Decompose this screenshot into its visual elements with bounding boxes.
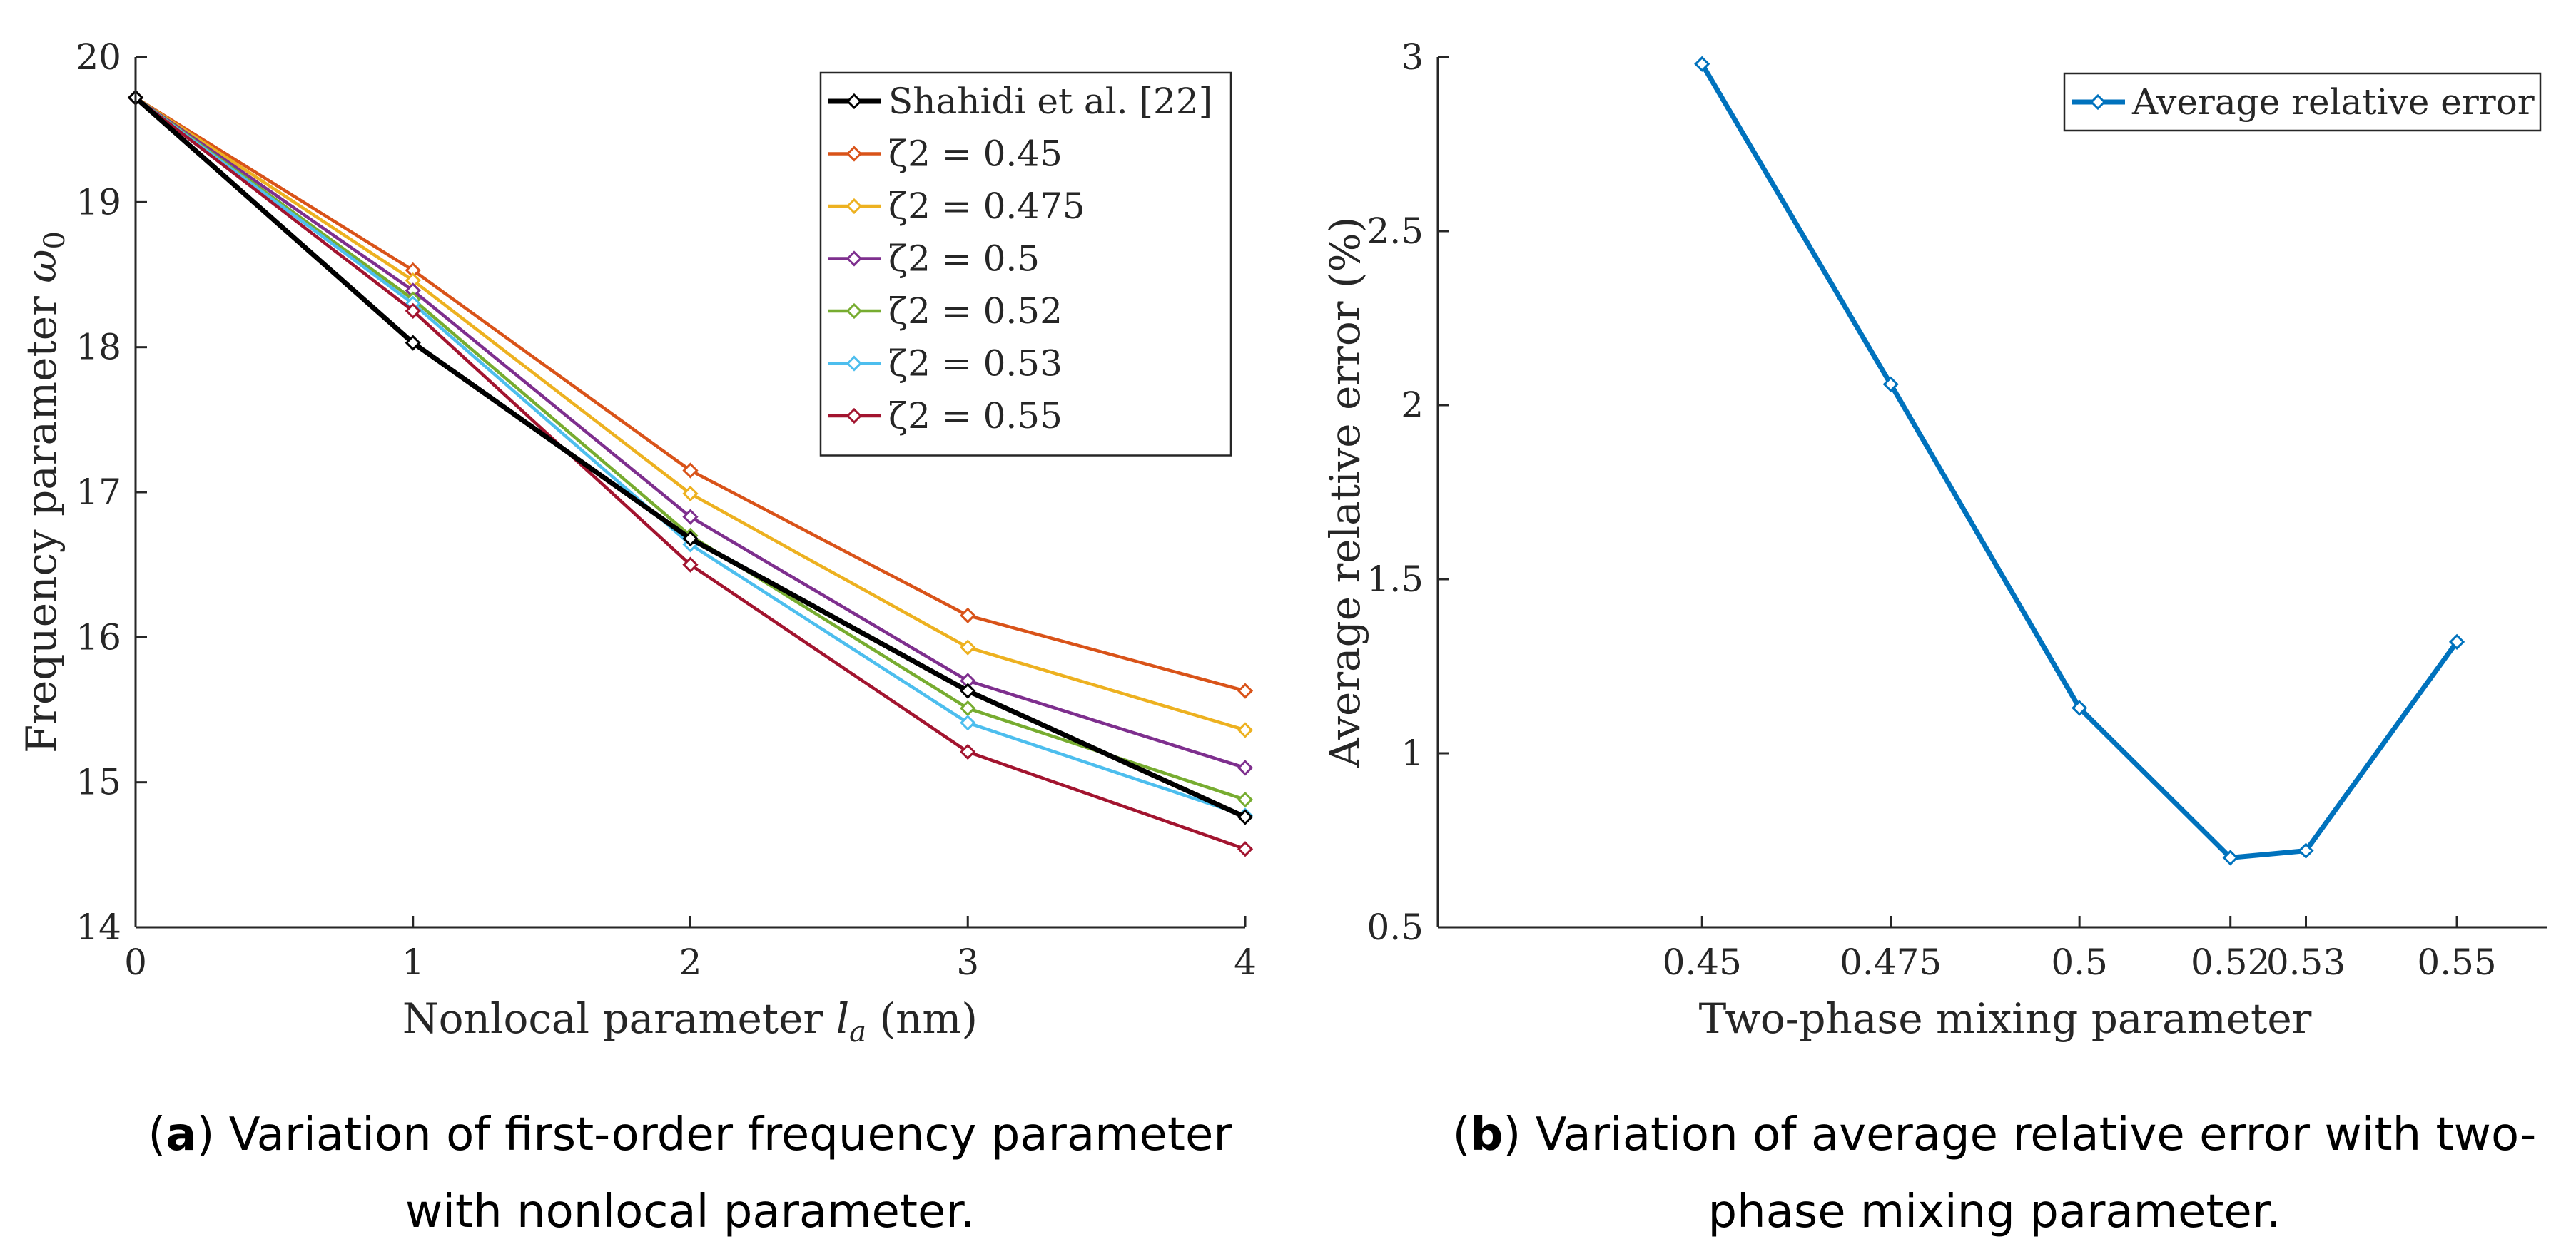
x-tick-label: 0.475 bbox=[1840, 942, 1942, 983]
x-tick-label: 3 bbox=[956, 942, 979, 983]
x-tick-label: 0.5 bbox=[2051, 942, 2108, 983]
panel-b-y-tick-labels: 0.5 1 1.5 2 2.5 3 bbox=[1366, 36, 1424, 948]
data-point bbox=[682, 509, 699, 525]
data-point bbox=[405, 335, 421, 351]
caption-b-letter: b bbox=[1471, 1108, 1503, 1161]
legend-entry: Average relative error bbox=[2131, 81, 2535, 123]
legend-marker bbox=[846, 250, 863, 267]
panel-a-legend: Shahidi et al. [22] ζ2 = 0.45 ζ2 = 0.475 ζ2… bbox=[819, 71, 1232, 457]
legend-marker bbox=[846, 198, 863, 215]
data-point bbox=[1237, 683, 1254, 699]
y-tick-label: 17 bbox=[76, 472, 121, 513]
data-point bbox=[1237, 722, 1254, 738]
panel-a-chart: 0 1 2 3 4 14 15 16 17 18 19 20 Nonlocal parameter … bbox=[17, 36, 1257, 1049]
legend-box bbox=[2063, 72, 2542, 132]
data-point bbox=[1237, 791, 1254, 808]
legend-entry: ζ2 = 0.475 bbox=[888, 185, 1085, 227]
legend-entry: ζ2 = 0.55 bbox=[888, 395, 1063, 437]
y-tick-label: 19 bbox=[76, 181, 121, 223]
data-point bbox=[682, 462, 699, 479]
y-tick-label: 2.5 bbox=[1366, 210, 1424, 252]
y-tick-label: 14 bbox=[76, 907, 121, 948]
x-tick-label: 1 bbox=[402, 942, 425, 983]
x-tick-label: 0.55 bbox=[2417, 942, 2496, 983]
legend-marker bbox=[846, 93, 863, 110]
y-tick-label: 0.5 bbox=[1366, 907, 1424, 948]
legend-marker bbox=[846, 407, 863, 424]
legend-entry: ζ2 = 0.5 bbox=[888, 238, 1040, 280]
panel-b-chart: 0.45 0.475 0.5 0.520.53 0.55 0.5 1 1.5 2 2.5 3 Tw… bbox=[1321, 36, 2547, 1043]
x-tick-label: 0.45 bbox=[1663, 942, 1742, 983]
panel-b-x-axis-label: Two-phase mixing parameter bbox=[1699, 994, 2312, 1043]
data-point bbox=[960, 715, 976, 731]
y-tick-label: 18 bbox=[76, 327, 121, 368]
legend-marker bbox=[846, 146, 863, 162]
x-tick-label: 0.52 bbox=[2191, 942, 2270, 983]
data-point bbox=[1237, 841, 1254, 857]
y-tick-label: 2 bbox=[1401, 384, 1424, 426]
data-point bbox=[2448, 633, 2465, 650]
panel-b-x-tick-labels: 0.45 0.475 0.5 0.520.53 0.55 bbox=[1663, 942, 2497, 983]
panel-b-series bbox=[1694, 56, 2465, 866]
legend-entry: Shahidi et al. [22] bbox=[888, 81, 1212, 122]
caption-b-line2: phase mixing parameter. bbox=[1708, 1186, 2281, 1238]
y-tick-label: 3 bbox=[1401, 36, 1424, 78]
data-point bbox=[960, 683, 976, 699]
panel-a-y-axis-label: Frequency parameter ω0 bbox=[17, 231, 71, 753]
caption-a-letter: a bbox=[166, 1108, 196, 1161]
data-point bbox=[960, 700, 976, 717]
caption-b-line1: (b) Variation of average relative error … bbox=[1453, 1108, 2537, 1161]
y-tick-label: 1 bbox=[1401, 733, 1424, 774]
data-point bbox=[1882, 376, 1899, 392]
panel-b-plot-area bbox=[1438, 57, 2547, 927]
data-point bbox=[960, 607, 976, 623]
x-tick-label: 0.53 bbox=[2266, 942, 2346, 983]
data-point bbox=[682, 530, 699, 547]
data-point bbox=[682, 556, 699, 573]
x-tick-label: 2 bbox=[679, 942, 702, 983]
data-point bbox=[405, 302, 421, 319]
data-point bbox=[2298, 842, 2314, 859]
y-tick-label: 16 bbox=[76, 616, 121, 658]
series-line bbox=[1700, 62, 2459, 860]
caption-a-line1: (a) Variation of first-order frequency p… bbox=[148, 1108, 1232, 1161]
panel-a-ticks bbox=[134, 56, 1247, 929]
data-point bbox=[1237, 760, 1254, 776]
x-tick-label: 4 bbox=[1234, 942, 1257, 983]
y-tick-label: 20 bbox=[76, 36, 121, 78]
caption-a-text: Variation of first-order frequency param… bbox=[214, 1108, 1232, 1161]
data-point bbox=[2222, 850, 2238, 866]
legend-marker bbox=[2089, 93, 2106, 111]
data-point bbox=[1237, 809, 1254, 825]
caption-b-text: Variation of average relative error with… bbox=[1521, 1108, 2536, 1161]
data-point bbox=[682, 485, 699, 502]
panel-b-y-axis-label: Average relative error (%) bbox=[1321, 217, 1369, 769]
panel-a-x-tick-labels: 0 1 2 3 4 bbox=[124, 942, 1257, 983]
data-point bbox=[1694, 56, 1710, 72]
legend-marker bbox=[846, 355, 863, 372]
legend-marker bbox=[846, 302, 863, 320]
caption-a-line2: with nonlocal parameter. bbox=[405, 1186, 975, 1238]
panel-a-y-tick-labels: 14 15 16 17 18 19 20 bbox=[76, 36, 121, 948]
data-point bbox=[960, 639, 976, 656]
legend-entry: ζ2 = 0.45 bbox=[888, 133, 1063, 175]
panel-b-legend: Average relative error bbox=[2063, 72, 2542, 132]
legend-entry: ζ2 = 0.52 bbox=[888, 290, 1063, 332]
y-tick-label: 1.5 bbox=[1366, 559, 1424, 600]
data-point bbox=[960, 743, 976, 760]
data-point bbox=[2072, 700, 2088, 716]
legend-entry: ζ2 = 0.53 bbox=[888, 343, 1063, 384]
y-tick-label: 15 bbox=[76, 762, 121, 803]
x-tick-label: 0 bbox=[124, 942, 147, 983]
legend-box bbox=[819, 71, 1232, 457]
panel-a-x-axis-label: Nonlocal parameter la (nm) bbox=[402, 994, 978, 1049]
